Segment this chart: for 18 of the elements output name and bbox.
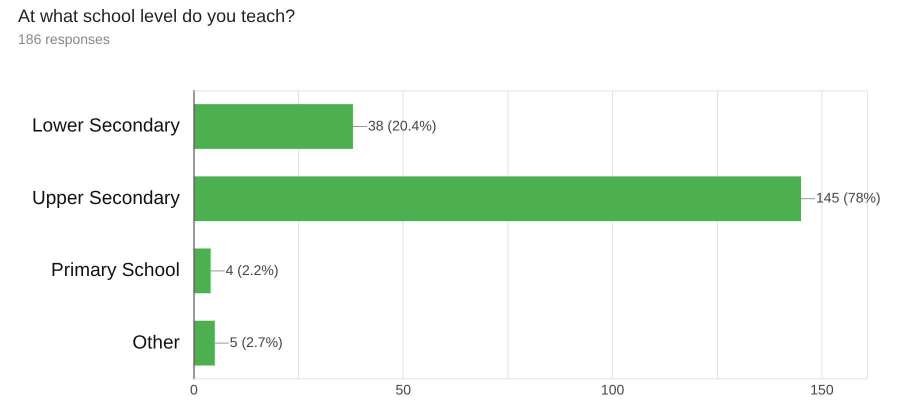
- data-label: 145 (78%): [816, 190, 881, 206]
- y-tick-label: Upper Secondary: [32, 188, 180, 209]
- bar: [194, 104, 353, 149]
- chart-title: At what school level do you teach?: [18, 6, 296, 26]
- bar: [194, 176, 802, 222]
- bar: [194, 320, 215, 366]
- x-tick-label: 0: [190, 381, 198, 398]
- y-tick-label: Lower Secondary: [32, 116, 180, 137]
- data-label: 38 (20.4%): [368, 117, 436, 134]
- x-tick-label: 100: [600, 381, 624, 398]
- text: 186 responses: [18, 30, 110, 47]
- data-label: 5 (2.7%): [230, 334, 283, 350]
- x-tick-label: 150: [810, 381, 834, 398]
- data-label: 4 (2.2%): [226, 262, 279, 278]
- y-tick-label: Primary School: [51, 260, 180, 282]
- y-tick-label: Other: [132, 332, 181, 354]
- bar: [194, 248, 211, 294]
- x-tick-label: 50: [395, 381, 412, 398]
